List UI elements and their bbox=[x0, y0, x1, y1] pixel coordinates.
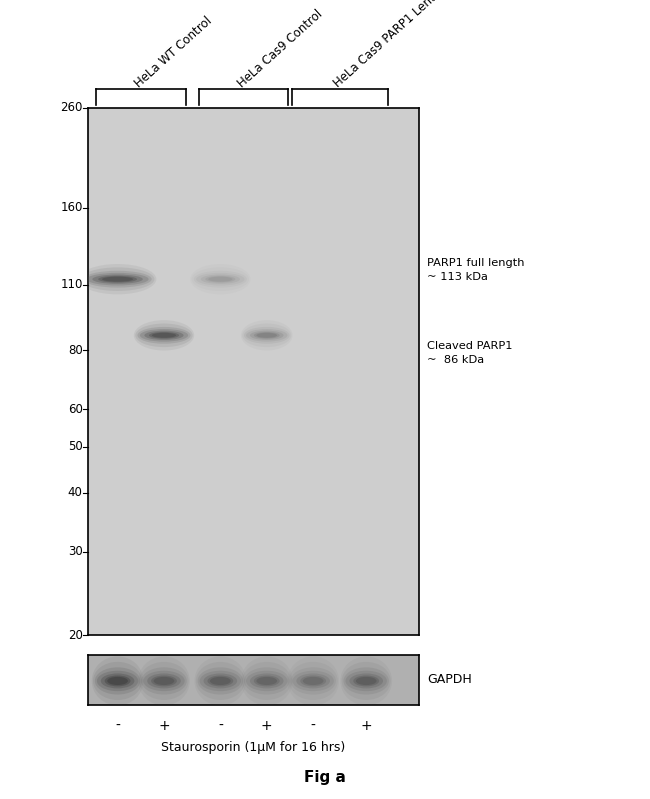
Ellipse shape bbox=[254, 332, 280, 339]
Ellipse shape bbox=[141, 667, 187, 694]
Ellipse shape bbox=[135, 324, 192, 347]
Ellipse shape bbox=[143, 670, 185, 691]
Ellipse shape bbox=[241, 320, 292, 351]
Ellipse shape bbox=[254, 675, 280, 686]
Ellipse shape bbox=[105, 675, 131, 686]
Ellipse shape bbox=[147, 674, 181, 689]
Text: 260: 260 bbox=[60, 101, 83, 114]
Text: HeLa WT Control: HeLa WT Control bbox=[132, 14, 214, 90]
Text: 20: 20 bbox=[68, 629, 83, 642]
Ellipse shape bbox=[291, 667, 336, 694]
Ellipse shape bbox=[296, 674, 330, 689]
Ellipse shape bbox=[192, 268, 249, 291]
Ellipse shape bbox=[144, 331, 183, 340]
Text: GAPDH: GAPDH bbox=[427, 674, 472, 686]
Text: 110: 110 bbox=[60, 278, 83, 291]
Ellipse shape bbox=[354, 675, 379, 686]
Ellipse shape bbox=[134, 320, 194, 351]
Text: -: - bbox=[218, 719, 223, 733]
Ellipse shape bbox=[203, 674, 237, 689]
Ellipse shape bbox=[356, 677, 376, 685]
Ellipse shape bbox=[342, 662, 391, 700]
Ellipse shape bbox=[93, 662, 142, 700]
Ellipse shape bbox=[194, 271, 247, 288]
Ellipse shape bbox=[256, 333, 277, 338]
Ellipse shape bbox=[196, 272, 244, 285]
Ellipse shape bbox=[102, 276, 133, 282]
Text: HeLa Cas9 Control: HeLa Cas9 Control bbox=[235, 7, 325, 90]
Ellipse shape bbox=[140, 329, 188, 342]
Ellipse shape bbox=[107, 677, 128, 685]
Ellipse shape bbox=[303, 677, 324, 685]
Ellipse shape bbox=[152, 333, 176, 338]
Ellipse shape bbox=[200, 670, 241, 691]
Ellipse shape bbox=[79, 264, 157, 294]
Text: 30: 30 bbox=[68, 546, 83, 559]
Ellipse shape bbox=[95, 667, 140, 694]
Ellipse shape bbox=[241, 657, 292, 706]
Ellipse shape bbox=[250, 331, 283, 340]
Ellipse shape bbox=[292, 670, 334, 691]
Ellipse shape bbox=[250, 674, 283, 689]
Ellipse shape bbox=[205, 276, 235, 283]
Ellipse shape bbox=[210, 677, 231, 685]
Text: +: + bbox=[360, 719, 372, 733]
Ellipse shape bbox=[350, 674, 383, 689]
Ellipse shape bbox=[246, 329, 287, 342]
Ellipse shape bbox=[207, 675, 233, 686]
Text: HeLa Cas9 PARP1 Lentiviral sgRNA: HeLa Cas9 PARP1 Lentiviral sgRNA bbox=[331, 0, 491, 90]
Ellipse shape bbox=[97, 670, 138, 691]
Ellipse shape bbox=[151, 675, 177, 686]
Ellipse shape bbox=[92, 275, 143, 284]
Ellipse shape bbox=[98, 276, 137, 283]
Ellipse shape bbox=[341, 657, 392, 706]
Text: 40: 40 bbox=[68, 487, 83, 499]
Ellipse shape bbox=[196, 662, 245, 700]
Ellipse shape bbox=[343, 667, 389, 694]
Ellipse shape bbox=[198, 667, 243, 694]
Ellipse shape bbox=[246, 670, 287, 691]
Text: -: - bbox=[115, 719, 120, 733]
Text: 160: 160 bbox=[60, 201, 83, 214]
Ellipse shape bbox=[201, 275, 240, 284]
Ellipse shape bbox=[81, 268, 155, 291]
Ellipse shape bbox=[194, 657, 246, 706]
Ellipse shape bbox=[346, 670, 387, 691]
Ellipse shape bbox=[242, 662, 291, 700]
Text: Staurosporin (1μM for 16 hrs): Staurosporin (1μM for 16 hrs) bbox=[161, 741, 346, 754]
Ellipse shape bbox=[92, 657, 144, 706]
Ellipse shape bbox=[137, 327, 190, 344]
Ellipse shape bbox=[83, 271, 151, 288]
Text: +: + bbox=[158, 719, 170, 733]
Ellipse shape bbox=[140, 662, 188, 700]
Ellipse shape bbox=[101, 674, 135, 689]
Ellipse shape bbox=[244, 327, 289, 344]
Ellipse shape bbox=[300, 675, 326, 686]
Ellipse shape bbox=[138, 657, 190, 706]
Text: 80: 80 bbox=[68, 344, 83, 356]
Ellipse shape bbox=[153, 677, 174, 685]
Ellipse shape bbox=[287, 657, 339, 706]
Text: +: + bbox=[261, 719, 272, 733]
Ellipse shape bbox=[289, 662, 338, 700]
Text: -: - bbox=[311, 719, 316, 733]
Text: Fig a: Fig a bbox=[304, 769, 346, 785]
Text: PARP1 full length
~ 113 kDa: PARP1 full length ~ 113 kDa bbox=[427, 257, 525, 281]
Ellipse shape bbox=[86, 272, 149, 285]
Text: Cleaved PARP1
~  86 kDa: Cleaved PARP1 ~ 86 kDa bbox=[427, 341, 513, 365]
Ellipse shape bbox=[244, 667, 289, 694]
Ellipse shape bbox=[208, 276, 233, 282]
Ellipse shape bbox=[242, 324, 291, 347]
Ellipse shape bbox=[256, 677, 277, 685]
Text: 50: 50 bbox=[68, 440, 83, 453]
Ellipse shape bbox=[149, 332, 179, 339]
Text: 60: 60 bbox=[68, 403, 83, 415]
